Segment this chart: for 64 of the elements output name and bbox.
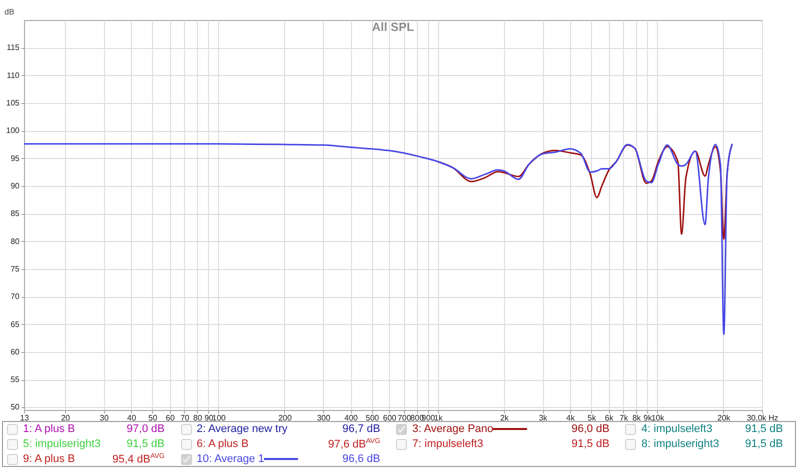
y-axis-title: dB (4, 8, 14, 16)
y-tick-label: 105 (6, 98, 20, 108)
text: 91,5 dB (126, 438, 165, 450)
y-tick-label: 80 (10, 236, 20, 246)
y-tick-label: 110 (6, 70, 20, 80)
y-tick-label: 75 (10, 264, 20, 274)
text: 96,7 dB (341, 423, 380, 435)
x-tick-label: 100 (212, 414, 226, 422)
x-tick-label: 30,0k Hz (746, 414, 778, 422)
x-tick-label: 60 (166, 414, 176, 422)
x-tick-label: 80 (193, 414, 203, 422)
x-tick-label: 1k (434, 414, 444, 422)
x-tick-label: 4k (566, 414, 576, 422)
y-tick-label: 90 (10, 181, 20, 190)
text: 5: impulseright3 (23, 438, 102, 450)
x-tick-label: 400 (344, 414, 358, 422)
text: 4: impulseleft3 (641, 423, 714, 435)
text: 96,0 dB (570, 423, 610, 435)
text: 8: impulseright3 (641, 438, 720, 450)
chart-title: All SPL (372, 20, 414, 34)
text: 6: A plus B (196, 438, 250, 450)
x-tick-label: 10k (651, 414, 666, 422)
text: 7: impulseleft3 (412, 438, 484, 450)
text: 97,6 dB$^{AVG}$ (327, 438, 380, 450)
text: 1: A plus B (23, 423, 76, 435)
y-tick-label: 55 (10, 375, 20, 384)
x-tick-label: 90 (204, 414, 214, 422)
text: 96,6 dB (341, 453, 380, 465)
x-tick-label: 700 (398, 414, 412, 422)
text: 95,4 dB$^{AVG}$ (111, 452, 165, 466)
text: 91,5 dB (570, 438, 610, 450)
x-tick-label: 13 (20, 414, 30, 422)
y-tick-label: 50 (10, 402, 20, 412)
y-tick-label: 115 (6, 43, 20, 52)
text: 91,5 dB (744, 438, 783, 450)
x-tick-label: 7k (620, 414, 630, 422)
x-tick-label: 30 (100, 414, 110, 422)
text: 97,0 dB (126, 423, 165, 435)
y-tick-label: 70 (10, 292, 20, 302)
legend-label: 3: Average Pano (412, 423, 494, 435)
y-tick-label: 95 (10, 154, 20, 163)
x-tick-label: 200 (278, 414, 292, 422)
x-tick-label: 3k (538, 414, 548, 422)
text: 91,5 dB (744, 423, 783, 435)
y-tick-label: 65 (10, 320, 20, 329)
x-tick-label: 2k (500, 414, 510, 422)
x-tick-label: 70 (180, 414, 190, 422)
x-tick-label: 20k (717, 414, 732, 422)
x-tick-label: 300 (316, 414, 331, 422)
x-tick-label: 6k (604, 414, 614, 422)
x-tick-label: 40 (127, 414, 137, 422)
text: 2: Average new try (196, 423, 288, 435)
legend-label: 10: Average 1 (196, 453, 264, 465)
x-tick-label: 500 (366, 414, 380, 422)
x-tick-label: 600 (383, 414, 397, 422)
x-tick-label: 5k (588, 414, 597, 422)
y-tick-label: 100 (6, 126, 20, 136)
x-tick-label: 8k (632, 414, 642, 422)
y-tick-label: 60 (10, 347, 20, 356)
text: 9: A plus B (23, 453, 76, 465)
x-tick-label: 9k (644, 414, 653, 422)
y-tick-label: 85 (10, 209, 20, 218)
x-tick-label: 50 (148, 414, 158, 422)
x-tick-label: 20 (61, 414, 71, 422)
